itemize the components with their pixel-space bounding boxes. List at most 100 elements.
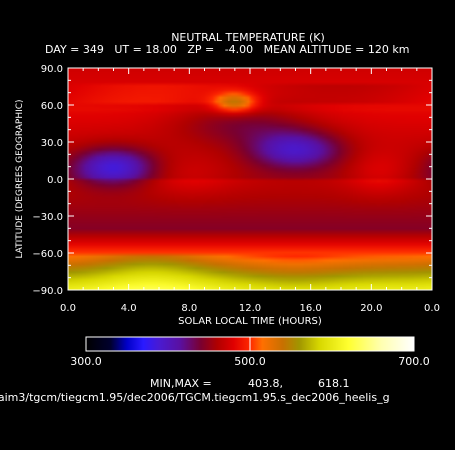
colorbar-cell bbox=[317, 337, 319, 351]
colorbar-cell bbox=[280, 337, 282, 351]
colorbar-cell bbox=[186, 337, 188, 351]
colorbar-cell bbox=[296, 337, 298, 351]
colorbar-cell bbox=[332, 337, 334, 351]
colorbar-cell bbox=[407, 337, 409, 351]
colorbar-cell bbox=[328, 337, 330, 351]
colorbar-cell bbox=[367, 337, 369, 351]
colorbar-cell bbox=[346, 337, 348, 351]
colorbar-cell bbox=[290, 337, 292, 351]
minmax-label: MIN,MAX = bbox=[150, 377, 212, 390]
x-tick-label: 16.0 bbox=[300, 303, 322, 314]
colorbar-cell bbox=[402, 337, 404, 351]
colorbar-cell bbox=[313, 337, 315, 351]
colorbar-cell bbox=[412, 337, 414, 351]
colorbar-cell bbox=[299, 337, 301, 351]
colorbar-cell bbox=[177, 337, 179, 351]
colorbar-cell bbox=[353, 337, 355, 351]
colorbar-cell bbox=[108, 337, 110, 351]
colorbar-cell bbox=[163, 337, 165, 351]
x-tick-label: 0.0 bbox=[424, 303, 440, 314]
colorbar-cell bbox=[250, 337, 252, 351]
colorbar-cell bbox=[398, 337, 400, 351]
colorbar-cell bbox=[282, 337, 284, 351]
colorbar-cell bbox=[344, 337, 346, 351]
colorbar-cell bbox=[362, 337, 364, 351]
colorbar-cell bbox=[239, 337, 241, 351]
colorbar-cell bbox=[87, 337, 89, 351]
colorbar-cell bbox=[136, 337, 138, 351]
colorbar-cell bbox=[148, 337, 150, 351]
colorbar-cell bbox=[411, 337, 413, 351]
colorbar-cell bbox=[149, 337, 151, 351]
colorbar-cell bbox=[168, 337, 170, 351]
colorbar-cell bbox=[213, 337, 215, 351]
colorbar-cell bbox=[128, 337, 130, 351]
colorbar-cell bbox=[230, 337, 232, 351]
colorbar-cell bbox=[319, 337, 321, 351]
x-tick-label: 0.0 bbox=[60, 303, 76, 314]
colorbar-cell bbox=[105, 337, 107, 351]
colorbar-cell bbox=[351, 337, 353, 351]
colorbar-cell bbox=[306, 337, 308, 351]
colorbar-cell bbox=[314, 337, 316, 351]
colorbar-cell bbox=[209, 337, 211, 351]
chart-subtitle: DAY = 349 UT = 18.00 ZP = -4.00 MEAN ALT… bbox=[45, 43, 409, 56]
colorbar-cell bbox=[180, 337, 182, 351]
colorbar: 300.0 500.0 700.0 bbox=[70, 336, 430, 368]
colorbar-cell bbox=[134, 337, 136, 351]
colorbar-cell bbox=[97, 337, 99, 351]
colorbar-cell bbox=[88, 337, 90, 351]
colorbar-cell bbox=[123, 337, 125, 351]
colorbar-cell bbox=[257, 337, 259, 351]
colorbar-cell bbox=[171, 337, 173, 351]
colorbar-cell bbox=[188, 337, 190, 351]
y-tick-label: 90.0 bbox=[41, 64, 63, 75]
colorbar-cell bbox=[300, 337, 302, 351]
colorbar-cell bbox=[387, 337, 389, 351]
colorbar-cell bbox=[334, 337, 336, 351]
colorbar-cell bbox=[112, 337, 114, 351]
colorbar-cell bbox=[268, 337, 270, 351]
colorbar-cell bbox=[172, 337, 174, 351]
colorbar-cell bbox=[338, 337, 340, 351]
colorbar-cell bbox=[262, 337, 264, 351]
colorbar-cell bbox=[350, 337, 352, 351]
colorbar-cell bbox=[102, 337, 104, 351]
colorbar-cell bbox=[278, 337, 280, 351]
colorbar-cell bbox=[115, 337, 117, 351]
colorbar-cell bbox=[100, 337, 102, 351]
colorbar-cell bbox=[113, 337, 115, 351]
colorbar-cell bbox=[333, 337, 335, 351]
colorbar-cell bbox=[345, 337, 347, 351]
file-path: /hao/aim3/tgcm/tiegcm1.95/dec2006/TGCM.t… bbox=[0, 391, 390, 404]
colorbar-cell bbox=[181, 337, 183, 351]
colorbar-cell bbox=[391, 337, 393, 351]
colorbar-cell bbox=[281, 337, 283, 351]
colorbar-cell bbox=[223, 337, 225, 351]
colorbar-cell bbox=[371, 337, 373, 351]
y-tick-label: −90.0 bbox=[32, 286, 63, 297]
colorbar-cell bbox=[157, 337, 159, 351]
colorbar-cell bbox=[127, 337, 129, 351]
colorbar-cell bbox=[318, 337, 320, 351]
colorbar-cell bbox=[198, 337, 200, 351]
colorbar-cell bbox=[220, 337, 222, 351]
colorbar-cell bbox=[297, 337, 299, 351]
colorbar-cell bbox=[114, 337, 116, 351]
colorbar-cell bbox=[292, 337, 294, 351]
colorbar-cell bbox=[246, 337, 248, 351]
colorbar-cell bbox=[226, 337, 228, 351]
colorbar-cell bbox=[107, 337, 109, 351]
colorbar-cell bbox=[375, 337, 377, 351]
colorbar-cell bbox=[98, 337, 100, 351]
colorbar-cell bbox=[261, 337, 263, 351]
y-axis: 90.0 60.0 30.0 0.0 −30.0 −60.0 −90.0 bbox=[32, 64, 432, 297]
colorbar-cell bbox=[348, 337, 350, 351]
colorbar-cell bbox=[266, 337, 268, 351]
colorbar-cell bbox=[330, 337, 332, 351]
colorbar-cell bbox=[153, 337, 155, 351]
colorbar-cell bbox=[132, 337, 134, 351]
x-axis-label: SOLAR LOCAL TIME (HOURS) bbox=[178, 316, 322, 327]
colorbar-cell bbox=[404, 337, 406, 351]
colorbar-cell bbox=[173, 337, 175, 351]
